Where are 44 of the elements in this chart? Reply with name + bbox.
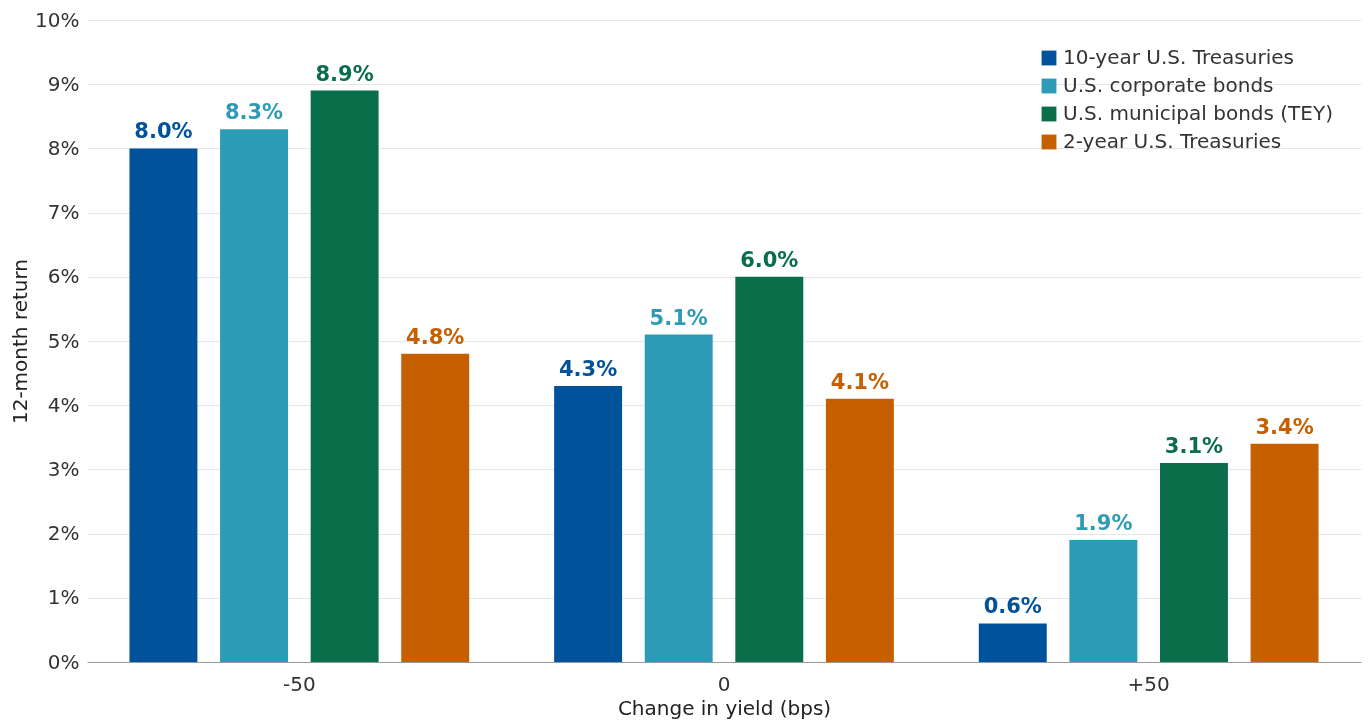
legend-label: 2-year U.S. Treasuries [1063,129,1282,153]
legend-label: 10-year U.S. Treasuries [1063,45,1294,69]
data-label: 4.3% [558,356,618,381]
y-tick-label: 5% [47,328,80,353]
bar [1159,462,1228,662]
data-label: 3.4% [1255,414,1314,439]
data-label: 1.9% [1074,511,1133,536]
y-tick-label: 4% [47,392,80,417]
legend-label: U.S. corporate bonds [1063,73,1274,97]
legend-label: U.S. municipal bonds (TEY) [1063,101,1333,125]
data-label: 8.9% [315,61,374,86]
x-tick-label: -50 [283,671,316,696]
y-tick-label: 9% [47,71,80,96]
y-tick-label: 10% [35,7,80,32]
y-tick-label: 7% [47,200,80,225]
data-label: 4.1% [830,369,890,394]
data-label: 8.3% [224,100,284,125]
data-label: 5.1% [649,305,708,330]
bar [1069,540,1138,662]
data-label: 3.1% [1164,433,1224,458]
y-tick-label: 3% [47,456,80,481]
y-tick-label: 2% [47,521,80,546]
data-label: 6.0% [740,247,799,272]
y-axis-title: 12-month return [8,258,33,425]
bar [310,90,379,662]
bar [735,276,804,662]
y-tick-label: 1% [47,585,80,610]
bar [825,398,894,662]
bar [220,129,289,662]
bar [401,353,470,662]
data-label: 4.8% [406,324,465,349]
x-axis-title: Change in yield (bps) [617,695,832,720]
y-tick-label: 8% [47,135,80,160]
x-tick-label: +50 [1127,671,1170,696]
bar [978,623,1047,662]
bar [129,148,198,662]
bar [1250,443,1319,662]
bar [644,334,713,662]
data-label: 0.6% [983,594,1042,619]
bar [554,385,623,662]
data-label: 8.0% [134,119,193,144]
y-tick-label: 6% [47,264,80,289]
y-tick-label: 0% [47,649,80,674]
x-tick-label: 0 [717,671,731,696]
